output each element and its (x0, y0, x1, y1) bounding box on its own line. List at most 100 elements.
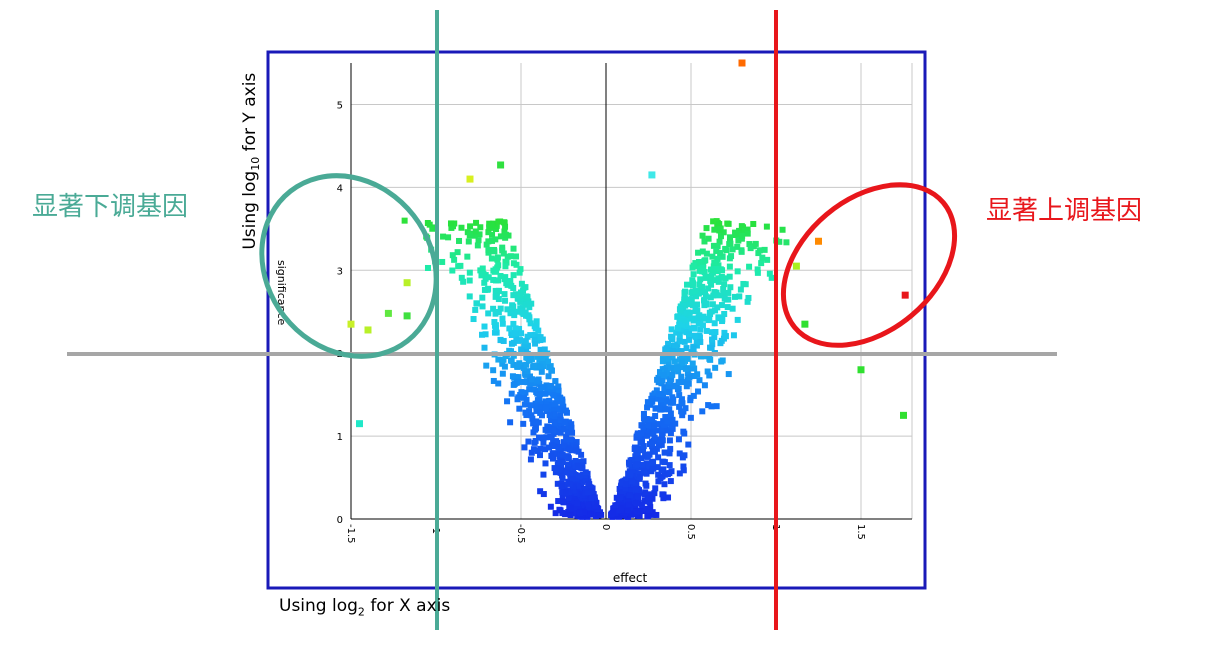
data-point (532, 425, 539, 432)
y-tick-label: 4 (337, 183, 343, 194)
data-point (533, 323, 540, 330)
data-point (715, 314, 722, 321)
x-tick-label: 0 (600, 524, 611, 530)
data-point (716, 238, 723, 245)
data-point (574, 504, 581, 511)
data-point (658, 467, 665, 474)
data-point (665, 494, 672, 501)
data-point (451, 256, 458, 263)
data-point (510, 245, 517, 252)
data-point (641, 416, 648, 423)
data-point (561, 442, 568, 449)
data-point (585, 480, 592, 487)
data-point (501, 228, 508, 235)
data-point (485, 246, 492, 253)
data-point (663, 345, 670, 352)
data-point (659, 491, 666, 498)
data-point (576, 508, 583, 515)
data-point (656, 405, 663, 412)
data-point (695, 314, 702, 321)
data-point (721, 281, 728, 288)
data-point (665, 382, 672, 389)
data-point (642, 480, 649, 487)
data-point (490, 377, 497, 384)
data-point (725, 220, 732, 227)
data-point (703, 327, 710, 334)
data-point (516, 405, 523, 412)
data-point (766, 270, 773, 277)
data-point (479, 265, 486, 272)
data-point (663, 364, 670, 371)
data-point (575, 463, 582, 470)
data-point (554, 394, 561, 401)
notable-data-point (901, 291, 909, 299)
data-point (645, 494, 652, 501)
data-point (696, 377, 703, 384)
data-point (472, 306, 479, 313)
data-point (695, 388, 702, 395)
data-point (578, 451, 585, 458)
data-point (618, 504, 625, 511)
data-point (680, 467, 687, 474)
data-point (491, 248, 498, 255)
data-point (592, 502, 599, 509)
data-point (527, 402, 534, 409)
data-point (567, 470, 574, 477)
data-point (667, 399, 674, 406)
data-point (460, 278, 467, 285)
data-point (492, 287, 499, 294)
data-point (492, 236, 499, 243)
data-point (625, 501, 632, 508)
data-point (745, 294, 752, 301)
data-point (558, 483, 565, 490)
data-point (540, 439, 547, 446)
data-point (493, 325, 500, 332)
data-point (694, 371, 701, 378)
data-point (678, 379, 685, 386)
data-point (550, 392, 557, 399)
data-point (525, 438, 532, 445)
data-point (676, 450, 683, 457)
data-point (653, 395, 660, 402)
data-point (719, 357, 726, 364)
data-point (491, 319, 498, 326)
data-point (538, 355, 545, 362)
data-point (661, 449, 668, 456)
data-point (510, 272, 517, 279)
data-point (655, 454, 662, 461)
data-point (701, 382, 708, 389)
data-point (779, 226, 786, 233)
data-point (685, 380, 692, 387)
data-point (449, 252, 456, 259)
data-point (692, 287, 699, 294)
data-point (490, 267, 497, 274)
data-point (481, 344, 488, 351)
data-point (679, 359, 686, 366)
data-point (488, 222, 495, 229)
data-point (494, 256, 501, 263)
data-point (709, 341, 716, 348)
data-point (702, 273, 709, 280)
data-point (583, 485, 590, 492)
data-point (632, 453, 639, 460)
data-point (738, 248, 745, 255)
data-point (702, 289, 709, 296)
data-point (485, 229, 492, 236)
data-point (526, 314, 533, 321)
data-point (668, 422, 675, 429)
data-point (725, 289, 732, 296)
data-point (507, 253, 514, 260)
data-point (731, 293, 738, 300)
data-point (711, 320, 718, 327)
data-point (561, 419, 568, 426)
data-point (639, 422, 646, 429)
data-point (652, 485, 659, 492)
data-point (617, 483, 624, 490)
data-point (628, 511, 635, 518)
data-point (711, 289, 718, 296)
data-point (555, 425, 562, 432)
data-point (491, 329, 498, 336)
data-point (476, 231, 483, 238)
data-point (699, 408, 706, 415)
notable-data-point (648, 171, 656, 179)
